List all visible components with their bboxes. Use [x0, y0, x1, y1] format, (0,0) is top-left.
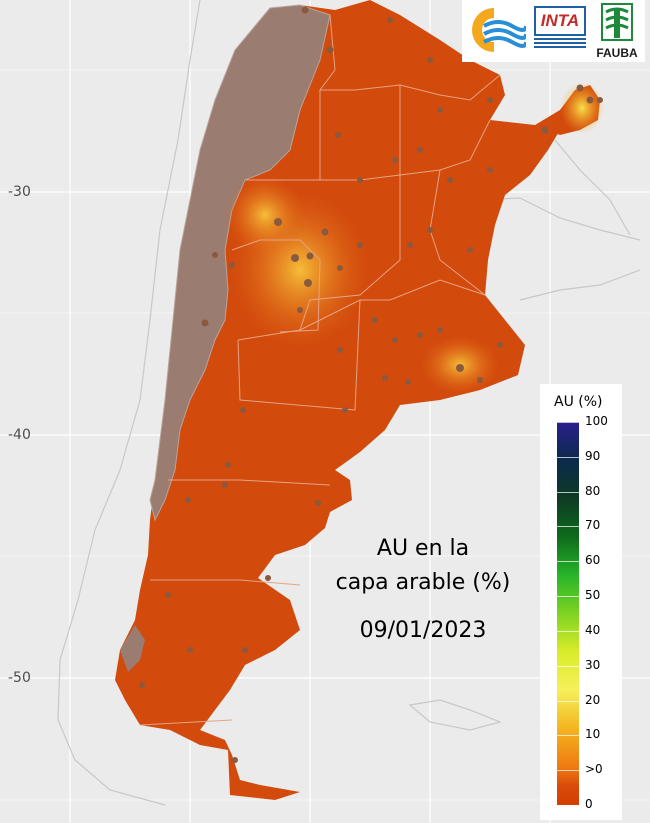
map-title-line2: capa arable (%): [335, 570, 511, 595]
fauba-logo-text: FAUBA: [596, 46, 638, 60]
inta-logo: INTA: [534, 6, 586, 50]
legend-tick: [557, 561, 579, 563]
legend-label: 20: [585, 692, 601, 707]
legend-tick: [557, 422, 579, 423]
legend-tick: [557, 456, 579, 458]
map-date: 09/01/2023: [359, 618, 487, 643]
legend-label: 40: [585, 622, 601, 637]
legend-label: 50: [585, 588, 601, 603]
inta-stripes: [534, 38, 586, 50]
fauba-emblem-icon: [601, 3, 633, 41]
legend-title: AU (%): [554, 394, 603, 410]
legend-tick: [557, 665, 579, 667]
moisture-hotspot-west: [225, 175, 305, 255]
moisture-hotspot-misiones: [560, 82, 604, 134]
legend-label: 30: [585, 657, 601, 672]
legend-label: 100: [585, 414, 608, 428]
legend-tick: [557, 770, 579, 772]
legend-tick: [557, 700, 579, 702]
inta-logo-text: INTA: [534, 6, 586, 36]
legend-label: 90: [585, 448, 601, 463]
y-tick-label: -50: [8, 670, 31, 686]
y-tick-label: -40: [8, 427, 31, 443]
color-legend: AU (%) 100 90 80 70 60 50 40 30 20 10 >0 0: [540, 384, 622, 820]
legend-label: 80: [585, 483, 601, 498]
neighbor-countries: [57, 0, 641, 806]
logos-panel: INTA FAUBA: [462, 0, 645, 62]
map-title-line1: AU en la: [376, 536, 470, 561]
legend-tick: [557, 526, 579, 528]
legend-tick: [557, 805, 579, 806]
legend-label: >0: [585, 762, 603, 777]
legend-label: 0: [585, 797, 593, 811]
southern-andes-mask: [120, 625, 145, 672]
legend-label: 60: [585, 553, 601, 568]
legend-label: 10: [585, 727, 601, 742]
legend-tick: [557, 491, 579, 493]
fauba-logo: FAUBA: [594, 2, 640, 60]
province-borders: [139, 14, 501, 726]
legend-color-bar: [557, 422, 579, 805]
legend-label: 70: [585, 518, 601, 533]
legend-tick: [557, 735, 579, 737]
andes-no-data-mask: [149, 4, 331, 522]
weather-stations: [139, 6, 603, 763]
y-tick-label: -30: [8, 184, 31, 200]
legend-tick: [557, 630, 579, 632]
wave-circle-logo-icon: [468, 4, 528, 56]
legend-tick: [557, 596, 579, 598]
